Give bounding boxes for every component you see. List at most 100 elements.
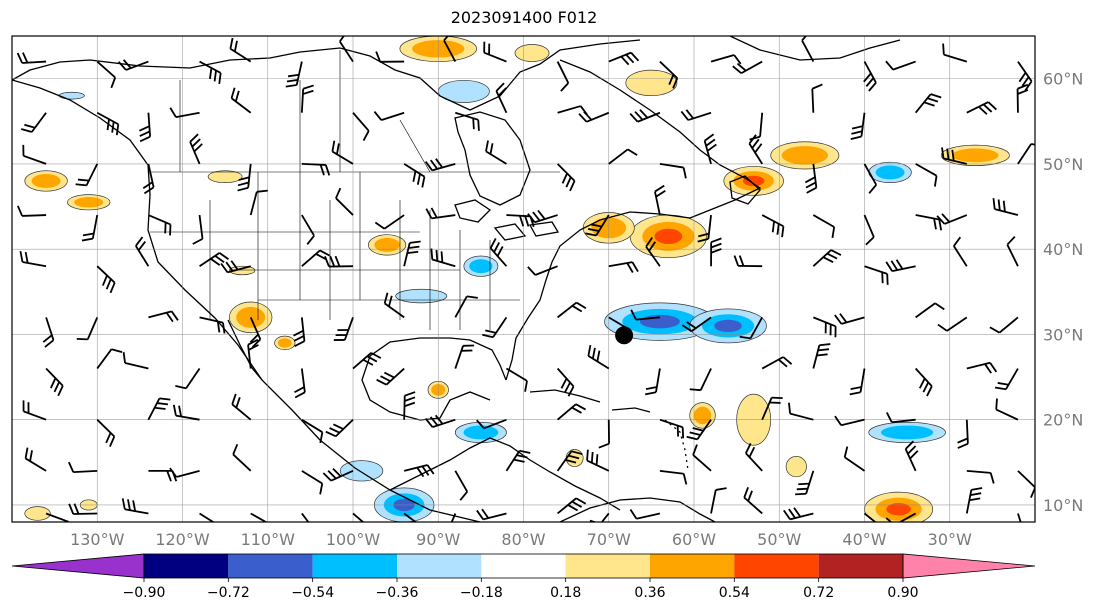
wind-barb <box>232 443 252 472</box>
wind-barb <box>885 259 916 273</box>
wind-barb <box>994 368 1019 391</box>
wind-barb <box>425 207 456 220</box>
positive-anomaly-17 <box>693 406 712 425</box>
wind-barb <box>331 140 354 165</box>
colorbar-extend-high <box>902 553 1036 579</box>
wind-barb <box>863 163 878 194</box>
colorbar-segment <box>228 554 313 578</box>
colorbar-segment <box>312 554 397 578</box>
wind-barb <box>914 93 942 114</box>
colorbar-segment <box>734 554 819 578</box>
wind-barb <box>403 512 418 522</box>
colorbar-frame <box>143 553 904 579</box>
wind-barb <box>989 316 1019 334</box>
wind-barb <box>169 467 200 478</box>
wind-barb <box>915 163 938 187</box>
wind-barb <box>804 163 818 194</box>
graticule <box>12 36 1035 522</box>
wind-barb <box>192 214 204 245</box>
wind-barb <box>16 52 47 64</box>
wind-barb <box>483 41 507 63</box>
wind-barb <box>556 450 583 472</box>
wind-barb <box>783 507 814 521</box>
wind-barb <box>743 486 763 515</box>
lon-tick-label: 50°W <box>757 530 801 549</box>
positive-anomaly-23 <box>277 338 292 348</box>
wind-barb <box>148 214 172 236</box>
wind-barb <box>249 317 262 348</box>
colorbar-tick-label: −0.54 <box>291 585 334 601</box>
wind-barb <box>285 61 303 88</box>
colorbar-tick-label: −0.18 <box>460 585 503 601</box>
wind-barb <box>692 444 712 472</box>
wind-barb <box>325 419 354 438</box>
map-title: 2023091400 F012 <box>450 8 598 27</box>
wind-barb <box>556 163 576 192</box>
wind-barb <box>250 512 268 522</box>
wind-barb <box>96 111 120 136</box>
lat-tick-label: 50°N <box>1043 155 1083 174</box>
wind-barb <box>352 512 365 522</box>
wind-barb <box>864 265 889 285</box>
wind-barb <box>172 404 200 421</box>
wind-barb <box>745 443 763 472</box>
wind-barb <box>450 513 457 522</box>
negative-anomaly-3 <box>395 288 448 304</box>
wind-barb <box>403 464 435 478</box>
wind-barb <box>294 368 306 399</box>
colorbar-segment <box>650 554 735 578</box>
colorbar-tick-label: −0.72 <box>207 585 250 601</box>
wind-barb <box>527 209 558 224</box>
wind-barb <box>710 54 742 65</box>
colorbar-tick-label: 0.18 <box>550 585 581 601</box>
wind-barb <box>697 214 712 243</box>
state-borders <box>150 50 560 330</box>
lon-tick-label: 90°W <box>416 530 460 549</box>
wind-barb <box>24 447 47 472</box>
wind-barb <box>995 398 1019 421</box>
wind-barb <box>455 111 480 131</box>
wind-barb <box>301 162 331 176</box>
positive-anomaly-14 <box>781 146 829 165</box>
wind-barb <box>557 497 587 515</box>
positive-anomaly-21 <box>207 170 243 184</box>
wind-barb <box>937 316 968 332</box>
wind-barb <box>863 214 875 246</box>
wind-barb <box>96 60 117 89</box>
wind-barb <box>324 255 354 268</box>
wind-barb <box>761 214 785 238</box>
lon-tick-label: 30°W <box>928 530 972 549</box>
longitude-tick-labels: 130°W 120°W 110°W 100°W 90°W 80°W 70°W 60°W 50°W… <box>70 530 972 549</box>
wind-barb <box>301 470 324 495</box>
lon-tick-label: 100°W <box>326 530 381 549</box>
wind-barb <box>485 140 507 165</box>
wind-barb <box>22 144 47 165</box>
wind-barb <box>941 147 968 165</box>
wind-barb <box>247 338 259 369</box>
wind-barb <box>301 214 315 245</box>
wind-barb <box>76 317 99 341</box>
wind-barb <box>813 316 837 338</box>
wind-barb <box>220 260 251 274</box>
wind-barb <box>557 403 586 421</box>
negative-anomaly-1 <box>714 319 742 333</box>
wind-barb <box>199 316 226 334</box>
wind-barb <box>335 187 354 216</box>
colorbar-tick-label: −0.36 <box>376 585 419 601</box>
positive-anomaly-31 <box>785 455 807 478</box>
wind-barb <box>843 446 866 472</box>
wind-barb <box>659 163 687 179</box>
positive-anomaly-29 <box>625 69 678 97</box>
wind-barb <box>333 317 354 341</box>
wind-barb <box>953 236 968 267</box>
wind-barb <box>1016 83 1029 113</box>
lon-tick-label: 120°W <box>155 530 210 549</box>
wind-barb <box>834 313 865 325</box>
wind-barb <box>659 418 685 439</box>
wind-barb <box>42 317 55 348</box>
wind-barb <box>175 368 201 390</box>
wind-barb <box>863 61 877 92</box>
colorbar-tick-label: 0.90 <box>887 585 918 601</box>
wind-barb <box>915 302 945 319</box>
